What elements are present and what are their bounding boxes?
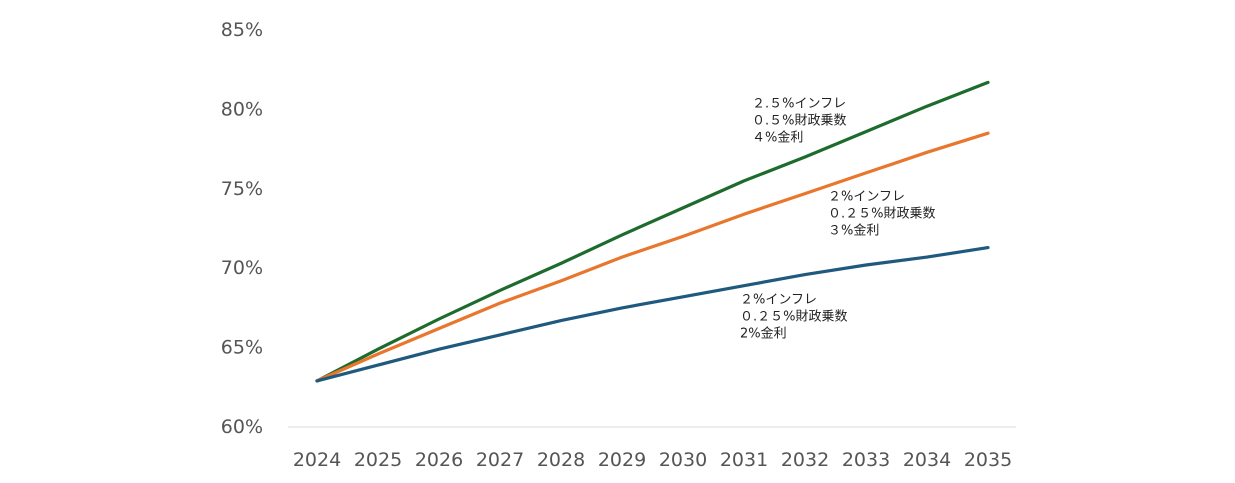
- annotation-line: ２%インフレ: [828, 190, 905, 205]
- series-lines: [315, 80, 990, 383]
- x-tick-label: 2025: [354, 449, 402, 471]
- y-tick-label: 80%: [221, 98, 263, 120]
- annotation-line: ２%インフレ: [740, 293, 817, 308]
- annotation-line: ３%金利: [828, 223, 879, 239]
- x-tick-label: 2034: [903, 449, 951, 471]
- y-axis-ticks: 85% 80% 75% 70% 65% 60%: [221, 19, 263, 438]
- x-tick-label: 2026: [415, 449, 463, 471]
- y-tick-label: 70%: [221, 257, 263, 279]
- y-tick-label: 85%: [221, 19, 263, 41]
- x-tick-label: 2035: [964, 449, 1012, 471]
- x-tick-label: 2027: [476, 449, 524, 471]
- y-tick-label: 75%: [221, 178, 263, 200]
- annotation-line: ４%金利: [752, 130, 803, 146]
- annotation-line: 2%金利: [740, 326, 787, 342]
- x-tick-label: 2029: [598, 449, 646, 471]
- series-line-3: [315, 246, 990, 383]
- annotation-line: ０.５%財政乗数: [752, 114, 847, 129]
- x-axis-ticks: 2024 2025 2026 2027 2028 2029 2030 2031 2032 2033…: [293, 449, 1012, 471]
- x-tick-label: 2032: [781, 449, 829, 471]
- x-tick-label: 2028: [537, 449, 585, 471]
- y-tick-label: 65%: [221, 337, 263, 359]
- series-line-1: [315, 80, 990, 383]
- annotation-line: ２.５%インフレ: [752, 97, 846, 112]
- x-tick-label: 2031: [720, 449, 768, 471]
- x-tick-label: 2024: [293, 449, 341, 471]
- annotation-line: ０.２５%財政乗数: [740, 310, 848, 325]
- x-tick-label: 2033: [842, 449, 890, 471]
- series-line-2: [315, 131, 990, 383]
- annotations: ２.５%インフレ０.５%財政乗数４%金利２%インフレ０.２５%財政乗数３%金利２…: [740, 97, 936, 342]
- annotation-line: ０.２５%財政乗数: [828, 207, 936, 222]
- y-tick-label: 60%: [221, 416, 263, 438]
- x-tick-label: 2030: [659, 449, 707, 471]
